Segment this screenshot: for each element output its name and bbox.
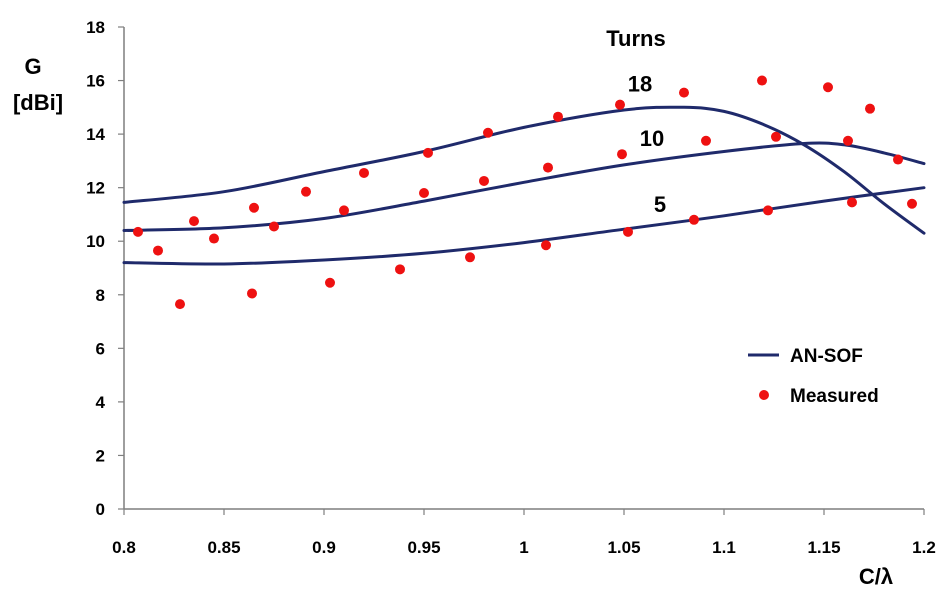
x-axis-title: C/λ	[859, 564, 893, 589]
measured-markers	[133, 75, 917, 310]
measured-point-10-turns	[209, 233, 219, 244]
axes	[118, 26, 925, 515]
measured-point-5-turns	[247, 288, 257, 299]
measured-point-10-turns	[153, 245, 163, 256]
measured-point-18-turns	[679, 87, 689, 98]
measured-point-5-turns	[395, 264, 405, 275]
measured-point-5-turns	[623, 226, 633, 237]
measured-point-10-turns	[419, 188, 429, 199]
y-tick-label: 14	[86, 125, 105, 144]
measured-point-10-turns	[893, 154, 903, 165]
y-tick-label: 2	[96, 446, 105, 465]
y-axis-title-line1: G	[24, 54, 41, 79]
measured-point-10-turns	[269, 221, 279, 232]
tick-labels: 0 2 4 6 8 10 12 14 16 18 0.8 0.85 0.9 0.95 1 1.05 1.1 1.1…	[86, 18, 936, 557]
x-tick-label: 1.1	[712, 538, 736, 557]
y-tick-label: 4	[96, 393, 106, 412]
x-tick-label: 1.05	[607, 538, 640, 557]
measured-point-5-turns	[541, 240, 551, 251]
y-tick-label: 6	[96, 339, 105, 358]
measured-point-18-turns	[359, 167, 369, 178]
measured-point-5-turns	[175, 299, 185, 310]
ansof-curve-18-turns	[122, 105, 926, 235]
legend: AN-SOF Measured	[748, 346, 879, 407]
measured-point-10-turns	[543, 162, 553, 173]
measured-point-5-turns	[325, 277, 335, 288]
measured-point-5-turns	[763, 205, 773, 216]
curve-label-10: 10	[640, 126, 664, 151]
measured-point-18-turns	[423, 147, 433, 158]
measured-point-18-turns	[301, 186, 311, 197]
legend-label-ansof: AN-SOF	[790, 346, 863, 367]
measured-point-10-turns	[339, 205, 349, 216]
measured-point-10-turns	[701, 135, 711, 146]
x-tick-label: 1	[519, 538, 528, 557]
ansof-curve-5-turns	[122, 186, 926, 266]
x-tick-label: 1.15	[807, 538, 840, 557]
x-tick-label: 1.2	[912, 538, 936, 557]
y-axis-title-line2: [dBi]	[13, 90, 63, 115]
measured-point-18-turns	[483, 127, 493, 138]
x-tick-label: 0.85	[207, 538, 240, 557]
measured-point-5-turns	[847, 197, 857, 208]
x-tick-label: 0.8	[112, 538, 136, 557]
measured-point-5-turns	[465, 252, 475, 263]
measured-point-18-turns	[757, 75, 767, 86]
turns-header: Turns	[606, 26, 665, 51]
measured-point-18-turns	[823, 82, 833, 93]
measured-point-5-turns	[907, 198, 917, 209]
curve-label-5: 5	[654, 192, 666, 217]
curve-label-18: 18	[628, 71, 652, 96]
y-tick-label: 16	[86, 72, 105, 91]
measured-point-18-turns	[553, 111, 563, 122]
y-tick-label: 0	[96, 500, 105, 519]
measured-point-18-turns	[615, 99, 625, 110]
measured-point-10-turns	[617, 149, 627, 160]
measured-point-10-turns	[771, 131, 781, 142]
legend-marker-swatch	[759, 390, 769, 400]
curve-labels: 18 10 5	[628, 71, 666, 217]
measured-point-18-turns	[189, 216, 199, 227]
measured-point-10-turns	[479, 175, 489, 186]
measured-point-10-turns	[133, 226, 143, 237]
y-tick-label: 18	[86, 18, 105, 37]
y-tick-label: 10	[86, 232, 105, 251]
y-tick-label: 12	[86, 179, 105, 198]
measured-point-10-turns	[843, 135, 853, 146]
x-tick-label: 0.95	[407, 538, 440, 557]
legend-label-measured: Measured	[790, 386, 879, 407]
ansof-curves	[122, 105, 926, 266]
y-tick-label: 8	[96, 286, 105, 305]
measured-point-18-turns	[249, 202, 259, 213]
measured-point-5-turns	[689, 214, 699, 225]
measured-point-18-turns	[865, 103, 875, 114]
x-tick-label: 0.9	[312, 538, 336, 557]
